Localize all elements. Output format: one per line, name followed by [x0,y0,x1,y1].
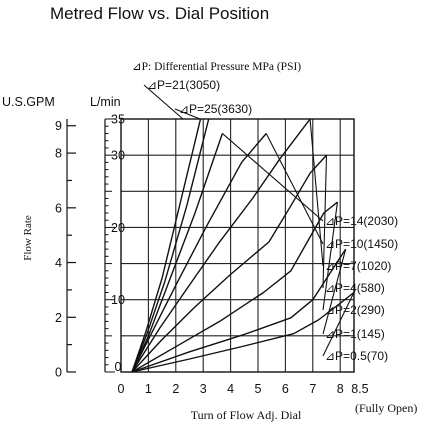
series-labels: ⊿P=14(2030) ⊿P=10(1450) ⊿P=7(1020) ⊿P=4(580… [143,78,398,363]
label-leader [322,155,328,289]
series-label: ⊿P=25(3630) [179,102,252,116]
x-tick-label: 8 [337,382,344,396]
series-label: ⊿P=4(580) [325,281,385,295]
x-tick-label: 3 [200,382,207,396]
x-tick-label: 8.5 [351,382,368,396]
label-leader [322,292,355,357]
label-leader [174,108,201,120]
series-line [131,118,210,373]
label-leader [222,133,324,222]
chart-title: Metred Flow vs. Dial Position [50,4,269,23]
lpm-tick-label: 30 [111,149,125,163]
label-leader [309,118,324,267]
series-label: ⊿P=2(290) [325,303,385,317]
x-tick-label: 1 [145,382,152,396]
lpm-tick-label: 10 [111,293,125,307]
series-line [131,154,328,373]
lpm-tick-label: 35 [111,113,125,127]
pressure-header: ⊿P: Differential Pressure MPa (PSI) [132,61,301,73]
lpm-tick-label: 20 [111,221,125,235]
y-axis-title: Flow Rate [22,215,34,261]
series-line [131,248,347,373]
gpm-tick-label: 9 [55,119,62,133]
series-label: ⊿P=0.5(70) [325,349,388,363]
plot-frame [120,118,355,373]
series-line [131,133,267,373]
series-label: ⊿P=1(145) [325,327,385,341]
label-leader [265,133,324,245]
series-line [131,201,338,373]
label-leader [143,84,184,120]
gpm-tick-label: 8 [55,147,62,161]
gpm-tick-label: 2 [55,311,62,325]
x-axis: 0 1 2 3 4 5 6 7 8 8.5 [118,382,369,396]
series-line [131,291,355,373]
x-axis-end-note: (Fully Open) [355,401,417,415]
grid-lines [120,118,355,373]
series-lines [131,118,355,373]
series-label: ⊿P=21(3050) [147,78,220,92]
label-leader [322,202,339,311]
series-line [131,118,202,373]
series-label: ⊿P=7(1020) [325,259,391,273]
series-label: ⊿P=10(1450) [325,237,398,251]
x-tick-label: 2 [172,382,179,396]
x-tick-label: 0 [118,382,125,396]
y-unit-gpm: U.S.GPM [2,95,55,109]
series-line [131,133,224,373]
x-tick-label: 6 [282,382,289,396]
y-axes: 0 2 4 6 8 9 0 10 20 30 35 [55,113,125,380]
x-tick-label: 7 [309,382,316,396]
gpm-tick-label: 0 [55,366,62,380]
gpm-tick-label: 4 [55,256,62,270]
x-tick-label: 4 [227,382,234,396]
gpm-tick-label: 6 [55,201,62,215]
x-axis-title: Turn of Flow Adj. Dial [191,408,302,422]
lpm-tick-label: 0 [115,360,122,374]
x-tick-label: 5 [255,382,262,396]
label-leader [322,248,347,335]
series-line [131,118,311,373]
y-unit-lpm: L/min [90,95,121,109]
series-label: ⊿P=14(2030) [325,214,398,228]
